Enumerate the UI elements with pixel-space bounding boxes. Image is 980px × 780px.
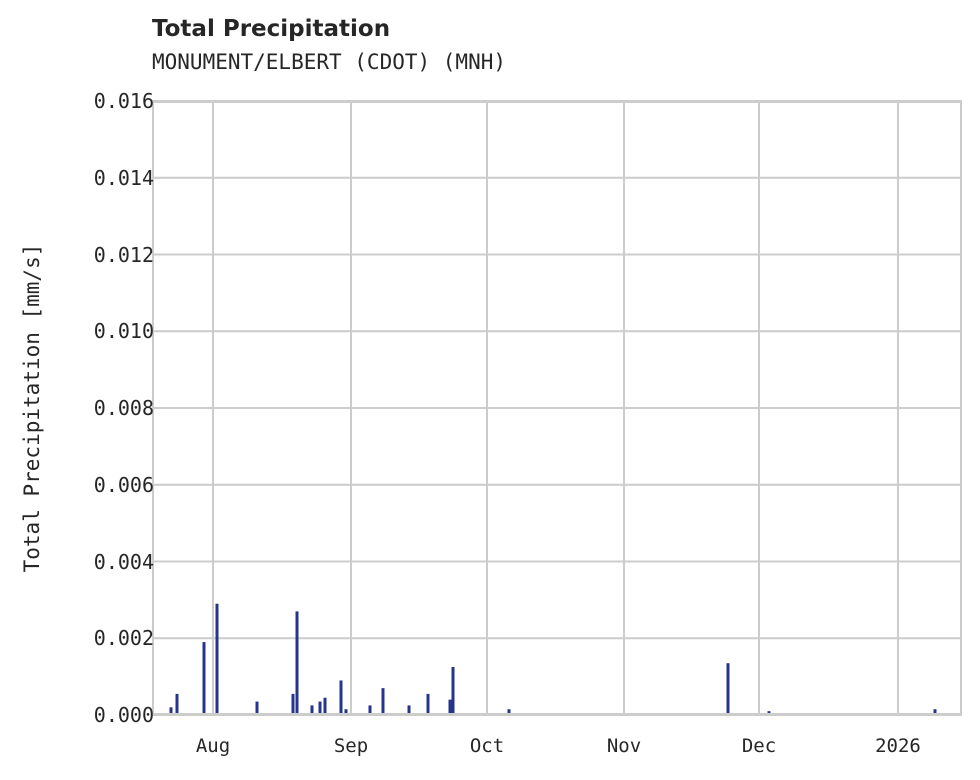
y-axis-label: Total Precipitation [mm/s] — [20, 243, 44, 573]
plot-frame — [152, 101, 962, 715]
x-tick-label: Dec — [741, 735, 777, 757]
y-tick-label: 0.004 — [93, 549, 154, 574]
chart-subtitle: MONUMENT/ELBERT (CDOT) (MNH) — [152, 50, 507, 74]
precip-bar — [407, 705, 411, 715]
y-tick-label: 0.012 — [93, 242, 154, 267]
precip-bar — [507, 709, 511, 715]
x-tick-label: Nov — [606, 735, 642, 757]
y-tick-label: 0.006 — [93, 472, 154, 497]
y-tick-label: 0.008 — [93, 396, 154, 420]
precip-bar — [310, 705, 314, 715]
y-tick-label: 0.000 — [93, 703, 154, 727]
precip-bar — [339, 680, 343, 715]
precip-bar — [169, 707, 173, 715]
precip-bar — [426, 693, 430, 715]
precip-bar — [368, 705, 372, 715]
precip-bar — [344, 709, 348, 715]
precip-bar — [381, 688, 385, 715]
x-tick-label: Aug — [195, 735, 231, 757]
precip-bar — [175, 693, 179, 715]
precip-bar — [318, 701, 322, 715]
precip-bar — [255, 701, 259, 715]
precip-bar — [202, 642, 206, 715]
chart-title: Total Precipitation — [152, 16, 391, 42]
precip-bar — [451, 667, 455, 715]
y-tick-label: 0.016 — [93, 89, 154, 113]
x-tick-label: Oct — [469, 735, 505, 757]
precip-bar — [448, 699, 452, 715]
x-tick-label: Sep — [333, 735, 369, 757]
precip-bar — [323, 697, 327, 715]
precip-bar — [933, 709, 937, 715]
precip-bar — [215, 603, 219, 715]
precip-bar — [295, 611, 299, 715]
y-tick-label: 0.010 — [93, 319, 154, 344]
x-tick-label: 2026 — [875, 735, 921, 757]
y-tick-label: 0.014 — [93, 165, 154, 190]
y-tick-label: 0.002 — [93, 626, 154, 651]
precip-bar — [291, 693, 295, 715]
precip-bar — [726, 663, 730, 715]
